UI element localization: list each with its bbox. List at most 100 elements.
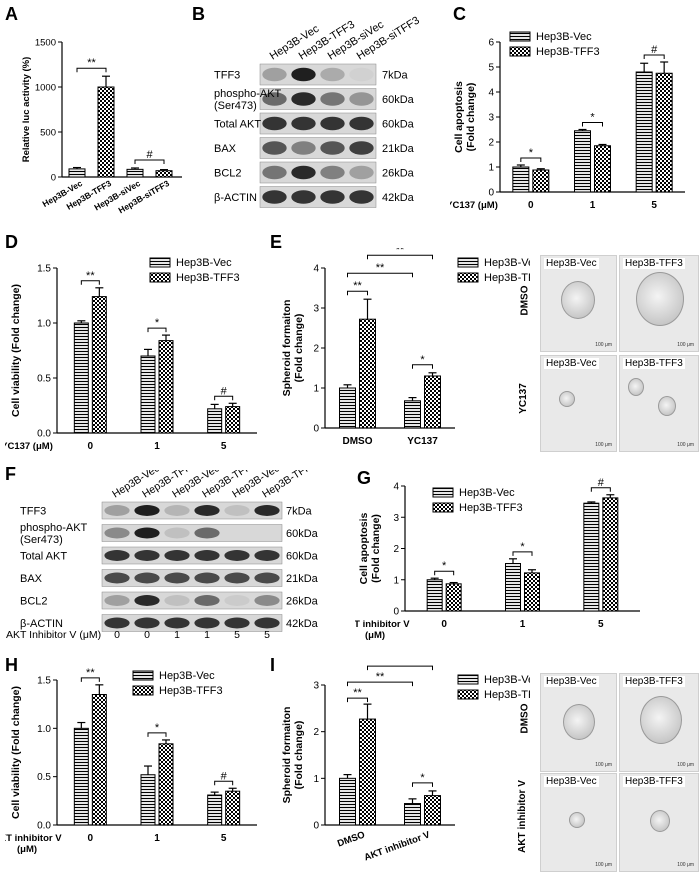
significance-label: * (590, 112, 595, 124)
x-tick-label: 5 (651, 200, 657, 211)
significance-bracket (347, 697, 368, 703)
legend-swatch (457, 272, 479, 283)
scale-bar-label: 100 μm (677, 342, 694, 348)
blot-band (254, 505, 280, 516)
significance-bracket (147, 732, 167, 737)
blot-band (262, 165, 287, 180)
bar (574, 130, 591, 193)
legend-swatch (132, 670, 154, 681)
significance-label: # (221, 385, 228, 397)
x-axis-title: AKT inhibitor V (355, 619, 410, 630)
inhibitor-label: AKT Inhibitor V (μM) (6, 629, 101, 641)
legend-entry: Hep3B-TFF3 (484, 689, 530, 701)
micro-label: Hep3B-Vec (544, 358, 599, 369)
x-tick-label: 0 (88, 441, 94, 452)
significance-bracket (147, 327, 167, 333)
western-blot-b: Hep3B-VecHep3B-TFF3Hep3B-siVecHep3B-siTF… (214, 14, 422, 208)
blot-kda-label: 60kDa (382, 94, 415, 106)
scale-bar-label: 100 μm (677, 862, 694, 868)
spheroid (628, 378, 644, 396)
legend-entry: Hep3B-Vec (459, 487, 515, 499)
bar (207, 794, 223, 826)
blot-row-label: TFF3 (214, 70, 240, 82)
y-axis-label-group: Relative luc activity (%) (21, 57, 32, 163)
x-tick-label: 0 (528, 200, 534, 211)
blot-kda-label: 42kDa (286, 618, 319, 630)
y-axis-label-group: Spheroid formaiton (Fold change) (281, 300, 305, 397)
blot-band (349, 67, 374, 82)
blot-kda-label: 7kDa (286, 506, 313, 518)
blot-band (349, 190, 374, 204)
blot-band (262, 67, 287, 82)
spheroid (561, 281, 595, 319)
y-axis-label-group: Cell viability (Fold change) (10, 686, 22, 819)
panel-label-c: C (453, 4, 466, 24)
micrograph-e-vec-dmso: Hep3B-Vec 100 μm (540, 255, 617, 352)
legend-entry: Hep3B-Vec (159, 670, 215, 682)
bar (91, 296, 107, 434)
bar (404, 400, 421, 429)
blot-kda-label: 21kDa (382, 143, 415, 155)
chart-e-spheroid: 0 1 2 3 4 Spheroid formaiton (Fold change) DMSO… (281, 248, 530, 447)
legend-swatch (149, 257, 171, 268)
blot-row-label: BCL2 (214, 168, 242, 180)
y-axis-label: Cell apoptosis (358, 512, 370, 584)
significance-label: ** (86, 667, 95, 679)
bar (635, 71, 653, 193)
blot-strip (259, 137, 377, 159)
legend-swatch (457, 689, 479, 700)
bar (68, 168, 86, 178)
legend-swatch (509, 31, 531, 42)
blot-kda-label: 60kDa (286, 551, 319, 563)
y-tick-label: 1000 (35, 83, 56, 94)
significance-bracket (80, 677, 100, 682)
y-tick-label: 6 (488, 38, 494, 49)
spheroid (650, 810, 670, 832)
x-tick-label: 0 (88, 833, 94, 844)
significance-label: * (529, 147, 534, 159)
spheroid (636, 272, 684, 326)
western-blot-f: Hep3B-VecHep3B-TFF3Hep3B-VecHep3B-TFF3He… (6, 470, 319, 641)
blot-band (254, 595, 280, 606)
blot-band (254, 572, 280, 584)
y-axis-label: Cell viability (Fold change) (10, 686, 22, 819)
legend-entry: Hep3B-TFF3 (459, 502, 523, 514)
bar (359, 318, 376, 429)
legend-swatch (457, 257, 479, 268)
bar (359, 718, 376, 826)
spheroid (569, 812, 585, 828)
legend-swatch (509, 46, 531, 57)
blot-kda-label: 21kDa (286, 573, 319, 585)
y-tick-label: 500 (40, 128, 56, 139)
blot-row-label: BCL2 (20, 596, 48, 608)
blot-band (134, 550, 160, 561)
blot-strip (259, 88, 377, 110)
y-axis-label: Spheroid formaiton (281, 300, 293, 397)
bar (155, 170, 173, 178)
micro-row-label-i-1: AKT inhibitor V (516, 780, 528, 853)
spheroid (559, 391, 575, 407)
panel-label-i: I (270, 655, 276, 675)
y-tick-label: 0 (51, 173, 56, 184)
y-tick-label: 1 (393, 575, 399, 586)
bar (126, 168, 144, 178)
bar (404, 803, 421, 826)
significance-label: ** (376, 262, 385, 274)
blot-band (291, 141, 316, 155)
y-tick-label: 4 (313, 264, 319, 275)
y-tick-label: 0 (488, 188, 494, 199)
micro-label: Hep3B-Vec (544, 258, 599, 269)
significance-label: * (155, 317, 160, 329)
significance-bracket (134, 159, 165, 164)
significance-label: * (442, 560, 447, 572)
blot-band (224, 505, 250, 516)
significance-bracket (520, 157, 542, 162)
bar (97, 86, 115, 178)
blot-band (134, 595, 160, 606)
blot-row-label: BAX (20, 573, 43, 585)
x-tick-label: 5 (598, 619, 604, 630)
blot-band (194, 527, 220, 539)
y-tick-label: 1 (313, 774, 319, 785)
panel-label-d: D (5, 232, 18, 252)
